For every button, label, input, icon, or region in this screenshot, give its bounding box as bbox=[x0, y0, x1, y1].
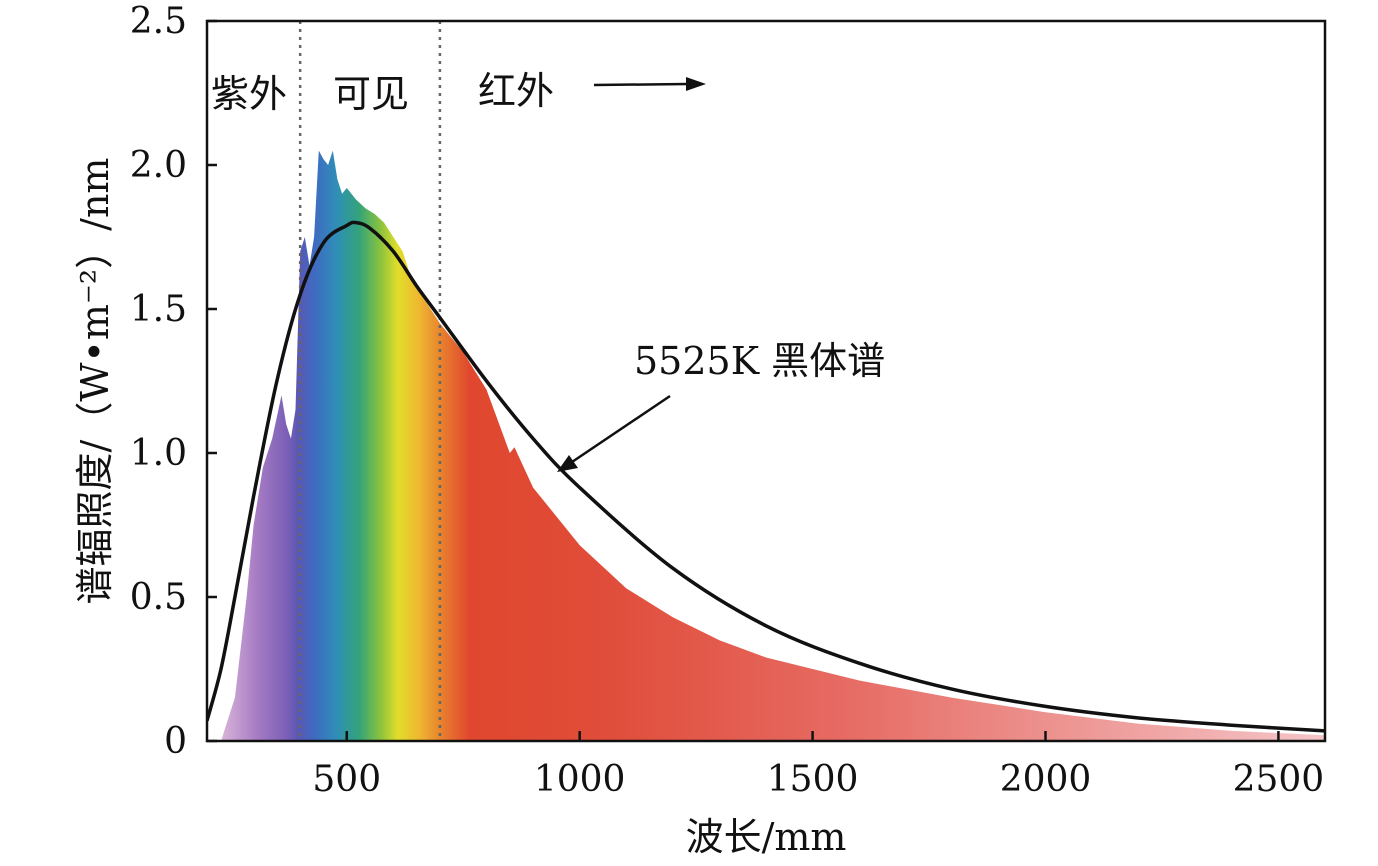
plot-frame bbox=[205, 19, 1327, 743]
blackbody-pointer-arrow bbox=[557, 394, 671, 472]
solar-spectrum-area bbox=[221, 150, 1325, 741]
y-tick-label: 1.0 bbox=[130, 433, 187, 474]
x-tick-label: 1000 bbox=[534, 759, 626, 800]
y-tick-label: 1.5 bbox=[130, 289, 187, 330]
y-tick-label: 0 bbox=[164, 721, 187, 762]
y-axis-title: 谱辐照度/（W•m⁻²）/nm bbox=[73, 158, 117, 605]
x-axis-title: 波长/mm bbox=[686, 815, 847, 859]
region-label-visible: 可见 bbox=[333, 72, 409, 116]
x-tick-label: 2500 bbox=[1233, 759, 1325, 800]
ir-arrow bbox=[593, 77, 706, 91]
blackbody-curve bbox=[207, 220, 1325, 733]
x-tick-label: 500 bbox=[312, 759, 381, 800]
region-label-uv: 紫外 bbox=[211, 72, 287, 116]
y-axis: 0 0.5 1.0 1.5 2.0 2.5 bbox=[130, 1, 217, 762]
blackbody-annotation: 5525K 黑体谱 bbox=[634, 339, 885, 383]
y-tick-label: 0.5 bbox=[130, 577, 187, 618]
x-axis: 500 1000 1500 2000 2500 bbox=[312, 731, 1324, 800]
y-tick-label: 2.5 bbox=[130, 1, 187, 42]
x-tick-label: 2000 bbox=[1000, 759, 1092, 800]
region-label-ir: 红外 bbox=[478, 69, 554, 113]
y-tick-label: 2.0 bbox=[130, 145, 187, 186]
x-tick-label: 1500 bbox=[767, 759, 859, 800]
